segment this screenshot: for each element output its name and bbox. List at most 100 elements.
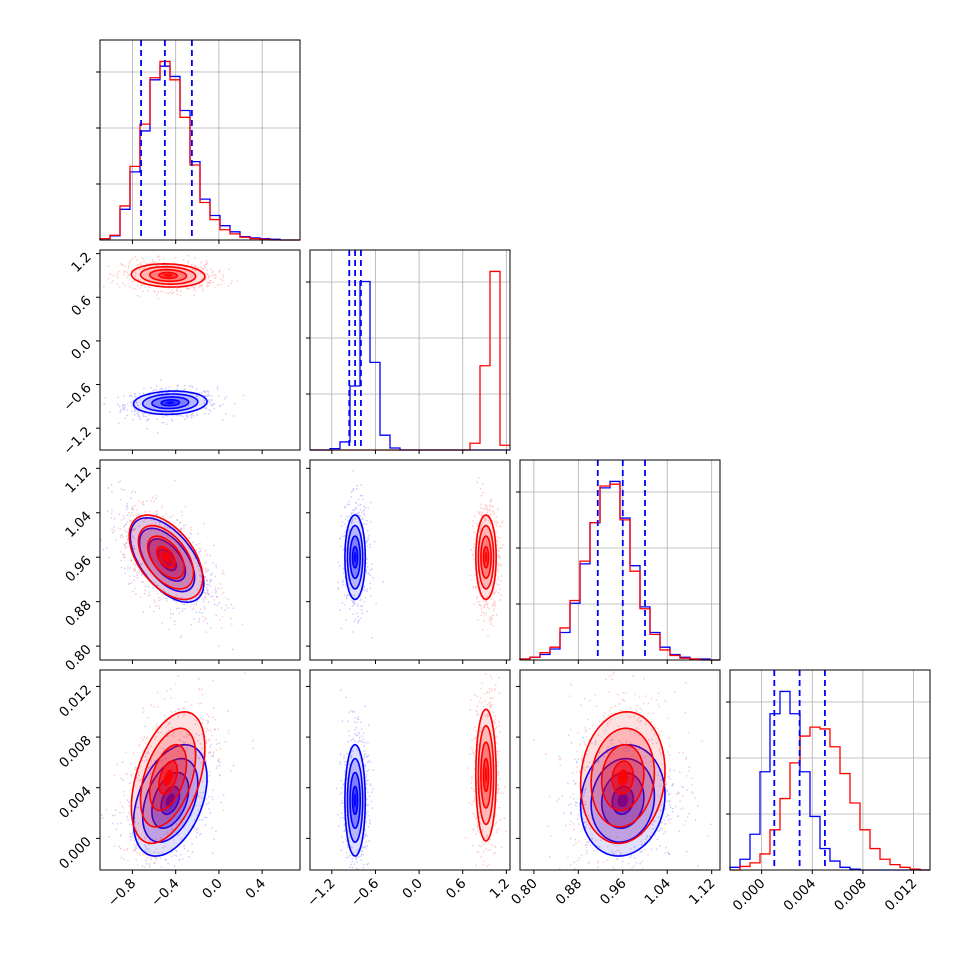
panel-frame bbox=[519, 459, 721, 661]
contour-line-series_b bbox=[477, 524, 495, 590]
contour-line-series_b bbox=[482, 545, 490, 569]
panel-bg bbox=[100, 40, 300, 240]
panel-content bbox=[100, 255, 245, 434]
contour-line-series_b bbox=[148, 743, 188, 812]
contour-line-series_a bbox=[141, 393, 199, 413]
contour-line-series_a bbox=[579, 743, 666, 857]
density-core-series_a bbox=[353, 551, 357, 563]
panel-frame bbox=[309, 669, 511, 871]
y-tick-label: −0.6 bbox=[60, 380, 94, 414]
x-tick-label: 0.96 bbox=[597, 876, 630, 909]
contour-line-series_a bbox=[346, 524, 364, 590]
contour-line-series_a bbox=[346, 757, 364, 844]
panel-frame bbox=[99, 669, 301, 871]
scatter-points-series_b bbox=[100, 255, 238, 300]
contour-line-series_b bbox=[474, 514, 498, 601]
contour-line-series_a bbox=[147, 538, 187, 582]
y-tick-label: 0.0 bbox=[68, 336, 95, 363]
contour-line-series_b bbox=[146, 535, 186, 580]
density-core-series_b bbox=[161, 551, 171, 563]
density-core-series_b bbox=[617, 769, 629, 786]
panel-content bbox=[533, 671, 712, 870]
contour-line-series_b bbox=[482, 757, 490, 793]
contour-line-series_b bbox=[139, 727, 197, 828]
x-tick-label: 0.000 bbox=[730, 876, 769, 915]
contour-line-series_a bbox=[138, 527, 196, 593]
y-tick-label: 1.12 bbox=[62, 464, 95, 497]
panel-frame bbox=[99, 249, 301, 451]
panel-frame bbox=[99, 39, 301, 241]
contour-line-series_a bbox=[129, 516, 205, 604]
x-tick-label: 0.80 bbox=[508, 876, 541, 909]
contour-line-series_a bbox=[151, 771, 190, 830]
panel-frame bbox=[519, 669, 721, 871]
x-tick-label: −0.4 bbox=[148, 876, 182, 910]
panel-bg bbox=[310, 250, 510, 450]
contour-line-series_a bbox=[151, 396, 190, 410]
panel-frame bbox=[309, 459, 511, 661]
scatter-points-series_a bbox=[103, 379, 245, 434]
contour-line-series_b bbox=[590, 727, 656, 828]
contour-line-series_b bbox=[130, 710, 206, 845]
x-tick-label: −1.2 bbox=[304, 876, 338, 910]
contour-line-series_a bbox=[160, 785, 181, 816]
contour-line-series_a bbox=[349, 535, 361, 580]
scatter-panel-0-2 bbox=[99, 459, 301, 661]
contour-line-series_a bbox=[351, 545, 359, 569]
x-tick-label: −0.8 bbox=[105, 876, 139, 910]
x-tick-label: 0.0 bbox=[199, 876, 226, 903]
contour-line-series_b bbox=[480, 535, 492, 580]
x-tick-label: 0.008 bbox=[831, 876, 870, 915]
contour-line-series_a bbox=[349, 771, 361, 830]
contour-line-series_b bbox=[139, 265, 197, 286]
x-tick-label: 0.012 bbox=[882, 876, 921, 915]
scatter-panel-2-3 bbox=[519, 669, 721, 871]
y-tick-label: 1.2 bbox=[68, 249, 95, 276]
x-tick-label: 0.004 bbox=[780, 876, 819, 915]
panel-content bbox=[337, 470, 504, 639]
contour-line-series_a bbox=[590, 757, 656, 844]
contour-line-series_b bbox=[158, 760, 179, 795]
density-core-series_b bbox=[163, 274, 173, 277]
density-core-series_b bbox=[484, 551, 488, 563]
y-tick-label: 0.012 bbox=[56, 682, 95, 721]
x-tick-label: 0.88 bbox=[553, 876, 586, 909]
contour-line-series_b bbox=[137, 524, 195, 590]
hist-panel-3 bbox=[726, 669, 931, 871]
histogram-series_b bbox=[99, 60, 300, 241]
y-tick-label: 0.008 bbox=[56, 733, 95, 772]
panel-content bbox=[101, 670, 254, 870]
density-core-series_b bbox=[484, 766, 488, 784]
panel-frame bbox=[99, 459, 301, 661]
scatter-panel-0-1 bbox=[99, 249, 301, 451]
panel-frame bbox=[729, 669, 931, 871]
scatter-panel-1-3 bbox=[309, 669, 511, 871]
contour-line-series_b bbox=[600, 743, 645, 812]
panel-bg bbox=[100, 670, 300, 870]
y-tick-label: −1.2 bbox=[60, 424, 94, 458]
y-tick-label: 0.000 bbox=[56, 834, 95, 873]
scatter-panel-0-3 bbox=[99, 669, 301, 871]
contour-line-series_b bbox=[128, 514, 204, 601]
scatter-panel-1-2 bbox=[309, 459, 511, 661]
contour-line-series_a bbox=[351, 785, 359, 816]
hist-panel-0 bbox=[96, 39, 301, 241]
contour-line-series_b bbox=[579, 710, 666, 845]
panel-frame bbox=[309, 249, 511, 451]
contour-line-series_a bbox=[344, 514, 367, 601]
y-tick-label: 0.004 bbox=[56, 783, 95, 822]
histogram-series_b bbox=[730, 726, 930, 871]
panel-content bbox=[335, 673, 507, 870]
y-tick-label: 0.6 bbox=[68, 293, 95, 320]
panel-content bbox=[100, 480, 244, 651]
y-tick-label: 0.88 bbox=[62, 597, 95, 630]
contour-line-series_b bbox=[611, 760, 635, 795]
contour-line-series_b bbox=[158, 271, 179, 280]
y-tick-label: 0.80 bbox=[62, 642, 95, 675]
x-tick-label: 0.6 bbox=[443, 876, 470, 903]
hist-panel-2 bbox=[516, 459, 721, 661]
density-core-series_b bbox=[163, 769, 173, 786]
panel-bg bbox=[100, 250, 300, 450]
x-tick-label: 0.4 bbox=[242, 876, 269, 903]
